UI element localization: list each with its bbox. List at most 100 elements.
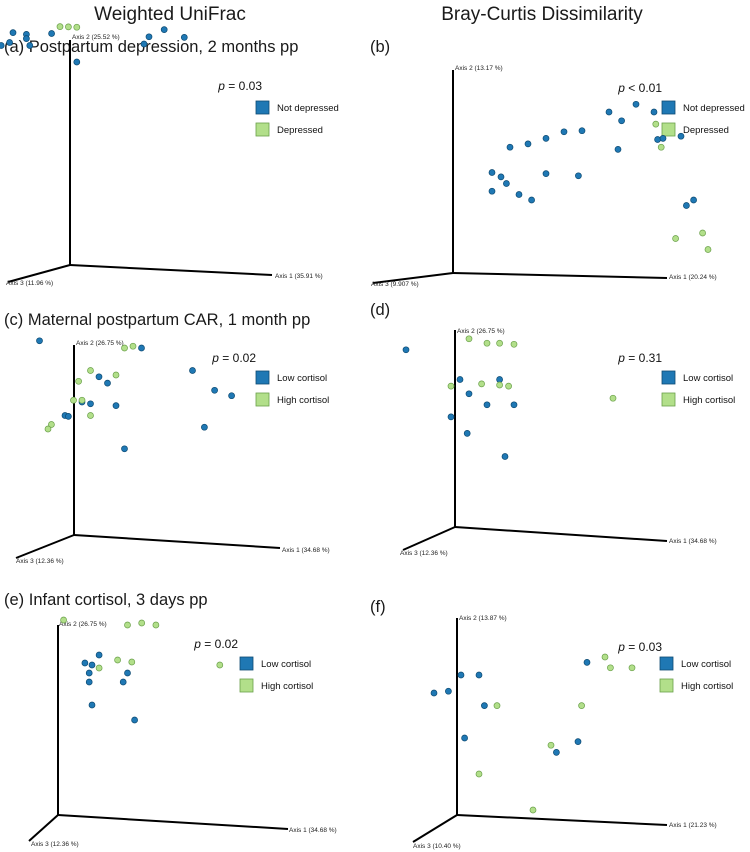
panel-a-legend-label-2: Depressed [277, 125, 323, 136]
panel-c-legend-label-1: Low cortisol [277, 373, 327, 384]
panel-a-z-axis-label: Axis 3 (11.96 %) [6, 280, 53, 287]
panel-e-legend-swatch-1 [239, 656, 254, 671]
panel-e-point-group2-6 [128, 658, 136, 666]
panel-a-legend-swatch-1 [255, 100, 270, 115]
panel-c-point-group2-8 [78, 396, 86, 404]
panel-f-point-group1-4 [445, 687, 452, 695]
panel-f-p-symbol: p [617, 640, 625, 654]
panel-a-point-group1-19 [160, 26, 168, 33]
panel-b-point-group1-9 [506, 143, 514, 151]
panel-e-x-axis-label: Axis 1 (34.68 %) [289, 827, 337, 834]
panel-d-p-text: = 0.31 [625, 351, 662, 365]
panel-f-point-group2-6 [547, 741, 555, 749]
panel-e-point-group1-9 [131, 716, 138, 724]
panel-c-point-group1-4 [104, 379, 111, 387]
panel-c-legend-label-2: High cortisol [277, 395, 329, 406]
panel-a-p-text: = 0.03 [225, 79, 262, 93]
panel-a-point-group1-11 [26, 42, 34, 49]
panel-e-point-group1-10 [88, 701, 96, 709]
panel-f-x-axis-label: Axis 1 (21.23 %) [669, 822, 717, 829]
panel-e-point-group1-3 [81, 659, 89, 667]
panel-b: (b) Axis 1 (20.24 %) Axis 2 (13.17 %) Axis … [370, 38, 745, 288]
panel-a-legend-label-1: Not depressed [277, 103, 339, 114]
panel-b-point-group1-7 [542, 135, 550, 142]
panel-a-legend-swatch-2 [255, 122, 270, 137]
panel-a-point-group2-2 [56, 23, 64, 30]
panel-c-point-group1-14 [121, 445, 128, 453]
panel-b-legend-swatch-1 [661, 100, 676, 115]
panel-d-x-axis-label: Axis 1 (34.68 %) [669, 538, 717, 545]
panel-f-p-text: = 0.03 [625, 640, 662, 654]
panel-b-point-group1-8 [524, 140, 532, 148]
panel-e-title: (e) Infant cortisol, 3 days pp [4, 591, 208, 609]
panel-c-point-group2-2 [129, 342, 137, 350]
panel-d-point-group1-2 [496, 376, 503, 383]
panel-f-legend-label-2: High cortisol [681, 681, 733, 692]
panel-f-point-group1-6 [461, 734, 468, 742]
panel-f-legend-label-1: Low cortisol [681, 659, 731, 670]
panel-f-point-group2-3 [628, 664, 636, 672]
panel-a-x-axis-label: Axis 1 (35.91 %) [275, 273, 323, 280]
panel-f-legend-swatch-1 [659, 656, 674, 671]
panel-a-point-group1-18 [73, 58, 81, 66]
panel-e-y-axis-label: Axis 2 (26.75 %) [59, 621, 107, 628]
panel-d-point-group1-7 [447, 413, 455, 421]
panel-e-point-group1-8 [85, 678, 93, 686]
panel-b-p-symbol: p [617, 81, 625, 95]
panel-e-legend-swatch-2 [239, 678, 254, 693]
panel-f-point-group2-4 [493, 702, 501, 709]
panel-b-p-value: p < 0.01 [617, 81, 662, 95]
panel-f-point-group2-5 [578, 702, 585, 709]
panel-b-point-group1-3 [650, 108, 658, 116]
panel-d-point-group1-1 [402, 346, 410, 354]
panel-c-point-group2-4 [87, 367, 94, 374]
panel-b-point-group1-18 [575, 172, 582, 180]
panel-c-point-group1-3 [95, 373, 103, 381]
panel-a-point-group1-10 [23, 35, 30, 42]
panel-e-point-group2-2 [124, 621, 131, 629]
panel-b-legend-label-1: Not depressed [683, 103, 745, 114]
panel-d-legend-swatch-1 [661, 370, 676, 385]
panel-f-point-group1-2 [475, 671, 483, 679]
panel-d-point-group2-8 [447, 382, 455, 390]
panel-e-point-group1-6 [124, 669, 131, 677]
panel-f-x-axis [456, 814, 668, 826]
column-title-bray-curtis: Bray-Curtis Dissimilarity [441, 4, 643, 25]
panel-d-point-group1-8 [463, 430, 471, 437]
panel-d-point-group1-3 [456, 376, 464, 383]
panel-a-p-value: p = 0.03 [217, 79, 262, 93]
panel-b-point-group1-14 [488, 169, 496, 176]
panel-c-legend-swatch-1 [255, 370, 270, 385]
panel-f-title: (f) [370, 598, 386, 616]
panel-b-legend-swatch-2 [661, 122, 676, 137]
panel-b-legend-label-2: Depressed [683, 125, 729, 136]
panel-b-point-group1-23 [690, 196, 697, 204]
panel-c-p-value: p = 0.02 [211, 351, 256, 365]
panel-c-point-group2-9 [87, 412, 94, 419]
panel-c-point-group2-10 [48, 421, 55, 428]
panel-b-point-group1-6 [578, 127, 586, 135]
panel-b-z-axis [372, 272, 454, 284]
panel-b-point-group2-2 [657, 143, 665, 151]
panel-c-z-axis-label: Axis 3 (12.36 %) [16, 558, 64, 565]
panel-b-point-group1-5 [560, 128, 568, 136]
panel-d-point-group2-1 [465, 335, 473, 343]
panel-e: (e) Infant cortisol, 3 days pp Axis 1 (34… [4, 591, 337, 848]
panel-f-point-group2-8 [529, 806, 537, 814]
panel-a-point-group1-13 [0, 42, 5, 49]
panel-e-point-group1-4 [88, 661, 96, 669]
panel-c-point-group1-2 [138, 344, 145, 352]
panel-b-point-group1-1 [632, 100, 640, 108]
panel-f-point-group1-5 [481, 702, 488, 709]
panel-d-legend-label-2: High cortisol [683, 395, 735, 406]
panel-b-title: (b) [370, 38, 390, 56]
panel-b-z-axis-label: Axis 3 (9.907 %) [371, 281, 419, 288]
panel-f-point-group1-9 [553, 749, 560, 756]
panel-c-p-symbol: p [211, 351, 219, 365]
panel-a-z-axis [7, 264, 71, 283]
panel-b-point-group1-15 [497, 173, 505, 181]
panel-c-point-group1-10 [189, 367, 196, 374]
panel-f-point-group1-7 [583, 659, 591, 666]
panel-a-x-axis [69, 264, 273, 276]
panel-c-title: (c) Maternal postpartum CAR, 1 month pp [4, 311, 310, 329]
